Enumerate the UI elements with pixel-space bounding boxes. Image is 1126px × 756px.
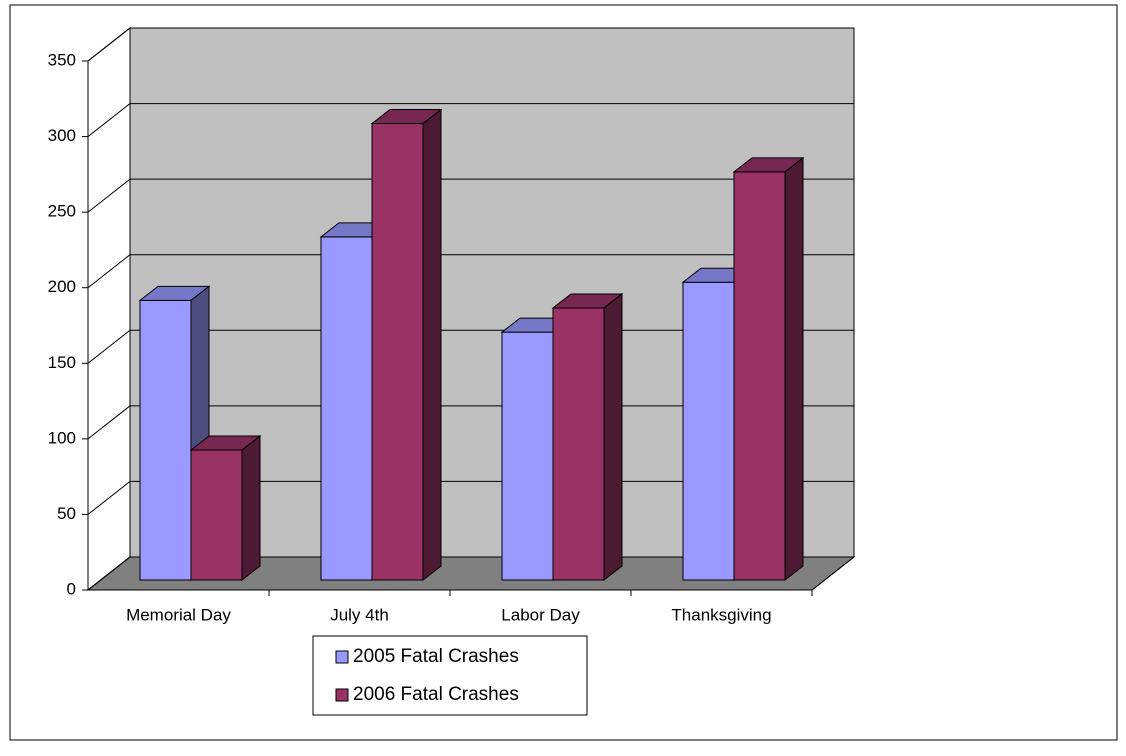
bar-front (552, 307, 605, 581)
bar-front (501, 331, 554, 581)
legend-label: 2006 Fatal Crashes (353, 684, 519, 705)
grid-line (87, 27, 131, 62)
y-tick-label: 300 (48, 126, 76, 145)
side-wall (87, 26, 131, 592)
legend-swatch (335, 650, 349, 664)
y-tick-label: 50 (57, 504, 76, 523)
y-tick-label: 200 (48, 277, 76, 296)
grid-line (87, 254, 131, 289)
grid-line (87, 329, 131, 364)
bar-front (371, 123, 424, 581)
bar-front (682, 281, 735, 581)
x-axis (811, 556, 855, 591)
y-tick-label: 0 (67, 579, 76, 598)
y-tick-label: 150 (48, 353, 76, 372)
bar-side (603, 292, 623, 582)
y-tick-label: 100 (48, 428, 76, 447)
grid-line (87, 405, 131, 440)
bar-front (190, 449, 243, 581)
y-tick-label: 350 (48, 50, 76, 69)
bar-side (422, 108, 442, 582)
grid-line (87, 481, 131, 515)
x-tick-label: Thanksgiving (671, 605, 771, 624)
grid-line (87, 103, 131, 137)
bar-front (320, 236, 373, 581)
legend-swatch (335, 688, 349, 702)
x-tick-label: Labor Day (501, 605, 580, 624)
grid-line (87, 178, 131, 213)
x-tick-label: Memorial Day (126, 605, 231, 624)
bar-side (241, 434, 261, 582)
y-tick-label: 250 (48, 202, 76, 221)
x-tick-label: July 4th (330, 605, 389, 624)
bar-side (784, 156, 804, 582)
legend-box (312, 635, 588, 716)
legend-label: 2005 Fatal Crashes (353, 646, 519, 667)
bar-front (733, 171, 786, 581)
grid-line (87, 556, 131, 591)
bar-front (139, 299, 192, 581)
